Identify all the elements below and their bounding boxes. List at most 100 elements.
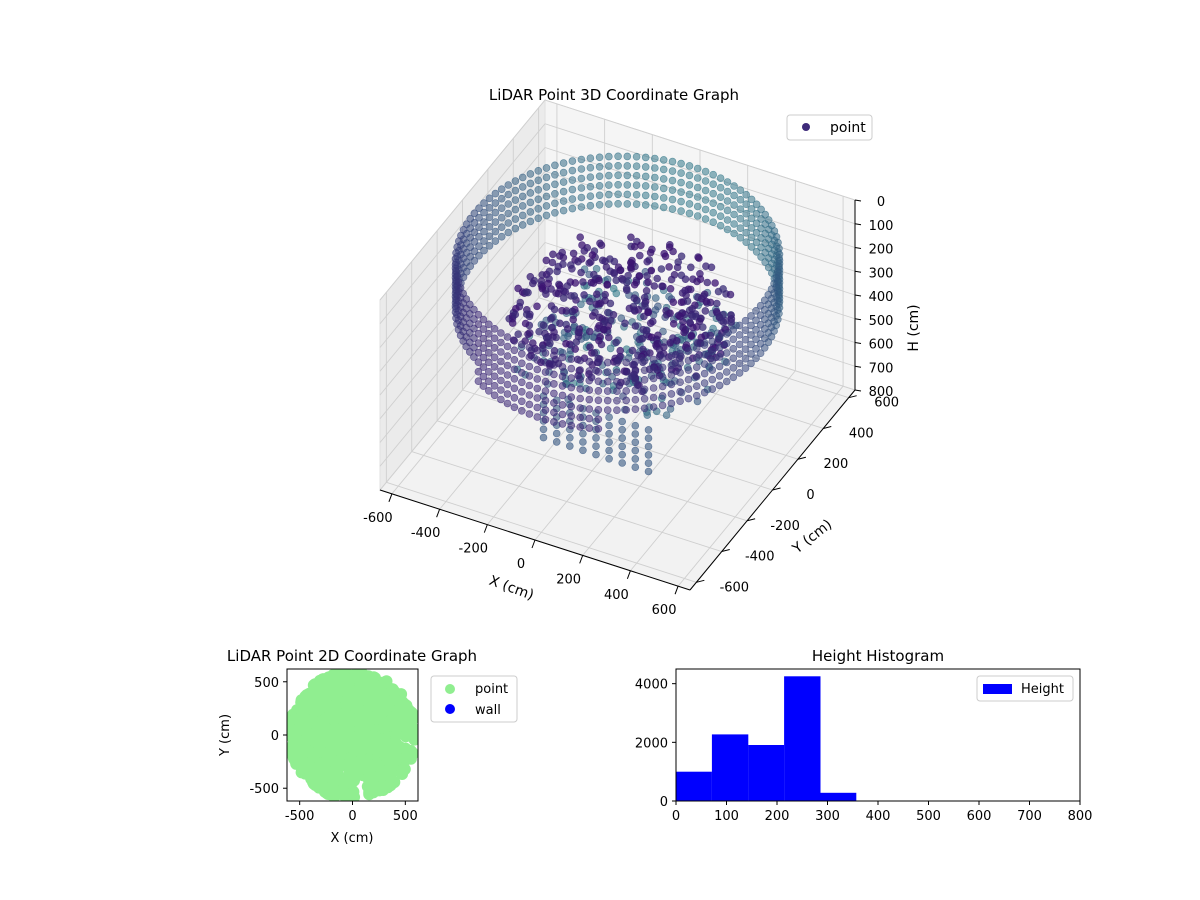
plot3d-point bbox=[618, 434, 627, 442]
plot3d-point bbox=[550, 418, 558, 426]
plot3d-point bbox=[490, 362, 499, 371]
plot3d-point bbox=[632, 181, 641, 189]
plot3d-point bbox=[631, 430, 640, 438]
plot3d-grid-z-back bbox=[544, 218, 856, 320]
plot3d-point bbox=[485, 194, 494, 203]
plot3d-point bbox=[632, 171, 641, 180]
plot3d-point bbox=[676, 387, 684, 396]
plot3d-point bbox=[730, 220, 738, 228]
plot3d-point bbox=[647, 266, 656, 275]
plot3d-point bbox=[533, 413, 542, 421]
plot3d-point bbox=[518, 211, 527, 220]
histogram-ytick-label: 2000 bbox=[635, 736, 668, 751]
plot3d-point bbox=[729, 354, 738, 363]
plot3d-point bbox=[628, 346, 637, 355]
plot3d-point bbox=[504, 181, 513, 189]
plot3d-point bbox=[579, 429, 587, 438]
plot3d-point bbox=[701, 215, 710, 223]
plot3d-point bbox=[623, 181, 632, 189]
plot3d-point bbox=[559, 187, 568, 196]
plot3d-point bbox=[570, 292, 579, 300]
plot3d-point bbox=[579, 446, 587, 455]
plot3d-ztick-label: 300 bbox=[869, 266, 894, 281]
plot3d-point bbox=[650, 154, 659, 163]
lidar-2d-plot: LiDAR Point 2D Coordinate Graph -500 0 500… bbox=[218, 647, 518, 846]
plot3d-point bbox=[685, 190, 694, 199]
plot3d-point bbox=[510, 346, 519, 355]
plot3d-point bbox=[568, 157, 577, 165]
plot3d-point bbox=[518, 202, 527, 210]
plot3d-point bbox=[632, 162, 641, 170]
plot3d-point bbox=[526, 208, 535, 216]
plot3d-point bbox=[684, 356, 693, 365]
plot3d-point bbox=[736, 195, 745, 204]
plot3d-point bbox=[677, 159, 685, 168]
plot3d-point bbox=[616, 346, 625, 355]
plot3d-point bbox=[474, 320, 483, 329]
plot3d-point bbox=[567, 364, 576, 373]
plot3d-point bbox=[511, 205, 520, 214]
plot3d-grid-y-floor bbox=[386, 481, 697, 583]
plot3d-point bbox=[693, 164, 702, 173]
plot3d-point bbox=[504, 200, 513, 208]
plot3d-point bbox=[595, 276, 603, 285]
plot2d-point bbox=[339, 672, 352, 685]
plot3d-point bbox=[554, 262, 563, 271]
plot3d-point bbox=[685, 162, 694, 170]
plot3d-point bbox=[631, 463, 640, 472]
histogram-ytick-label: 4000 bbox=[635, 678, 668, 693]
plot3d-point bbox=[659, 282, 667, 291]
plot3d-point bbox=[504, 219, 513, 227]
plot3d-point bbox=[677, 188, 685, 196]
plot3d-point bbox=[603, 377, 612, 386]
plot3d-point bbox=[533, 394, 542, 402]
plot3d-point bbox=[605, 413, 613, 422]
plot3d-ztick-label: 600 bbox=[869, 338, 894, 353]
histogram-title: Height Histogram bbox=[812, 647, 944, 665]
plot3d-point bbox=[604, 190, 613, 199]
plot3d-point bbox=[547, 323, 556, 332]
plot3d-point bbox=[595, 163, 604, 171]
plot3d-point bbox=[752, 200, 761, 209]
plot3d-point bbox=[747, 243, 756, 251]
plot3d-point bbox=[567, 412, 576, 420]
plot3d-point bbox=[666, 309, 674, 318]
plot3d-point bbox=[672, 336, 681, 345]
plot3d-xtick-label: -600 bbox=[363, 511, 393, 526]
plot3d-point bbox=[752, 316, 760, 325]
plot3d-point bbox=[541, 387, 550, 395]
plot2d-point bbox=[367, 771, 380, 784]
plot3d-point bbox=[673, 263, 682, 272]
plot3d-point bbox=[622, 358, 631, 367]
plot3d-point bbox=[630, 306, 639, 314]
plot3d-point bbox=[485, 242, 494, 250]
plot2d-point bbox=[390, 729, 403, 741]
plot3d-point bbox=[558, 363, 567, 371]
plot3d-point bbox=[747, 312, 755, 320]
plot3d-point bbox=[752, 238, 761, 247]
plot3d-point bbox=[613, 396, 621, 405]
plot3d-point bbox=[730, 182, 738, 190]
plot2d-point bbox=[367, 671, 380, 684]
plot2d-point bbox=[376, 733, 389, 746]
histogram-xtick-label: 800 bbox=[1068, 809, 1093, 824]
plot3d-point bbox=[526, 170, 535, 178]
plot3d-point bbox=[568, 195, 577, 203]
plot3d-point bbox=[711, 279, 719, 287]
plot2d-legend-label-wall: wall bbox=[475, 703, 501, 718]
plot3d-point bbox=[503, 371, 512, 379]
plot3d-point bbox=[709, 189, 718, 198]
plot3d-point bbox=[614, 152, 622, 161]
plot3d-point bbox=[514, 330, 523, 339]
plot3d-point bbox=[474, 358, 483, 367]
plot3d-point bbox=[752, 354, 760, 363]
plot3d-point bbox=[623, 171, 632, 180]
plot3d-point bbox=[701, 205, 710, 214]
plot2d-ytick-label: -500 bbox=[249, 782, 279, 797]
plot3d-point bbox=[685, 209, 694, 218]
plot3d-point bbox=[480, 208, 488, 217]
plot3d-point bbox=[585, 297, 594, 306]
plot3d-point bbox=[517, 406, 526, 415]
plot3d-point bbox=[485, 232, 494, 241]
plot3d-point bbox=[503, 361, 512, 370]
